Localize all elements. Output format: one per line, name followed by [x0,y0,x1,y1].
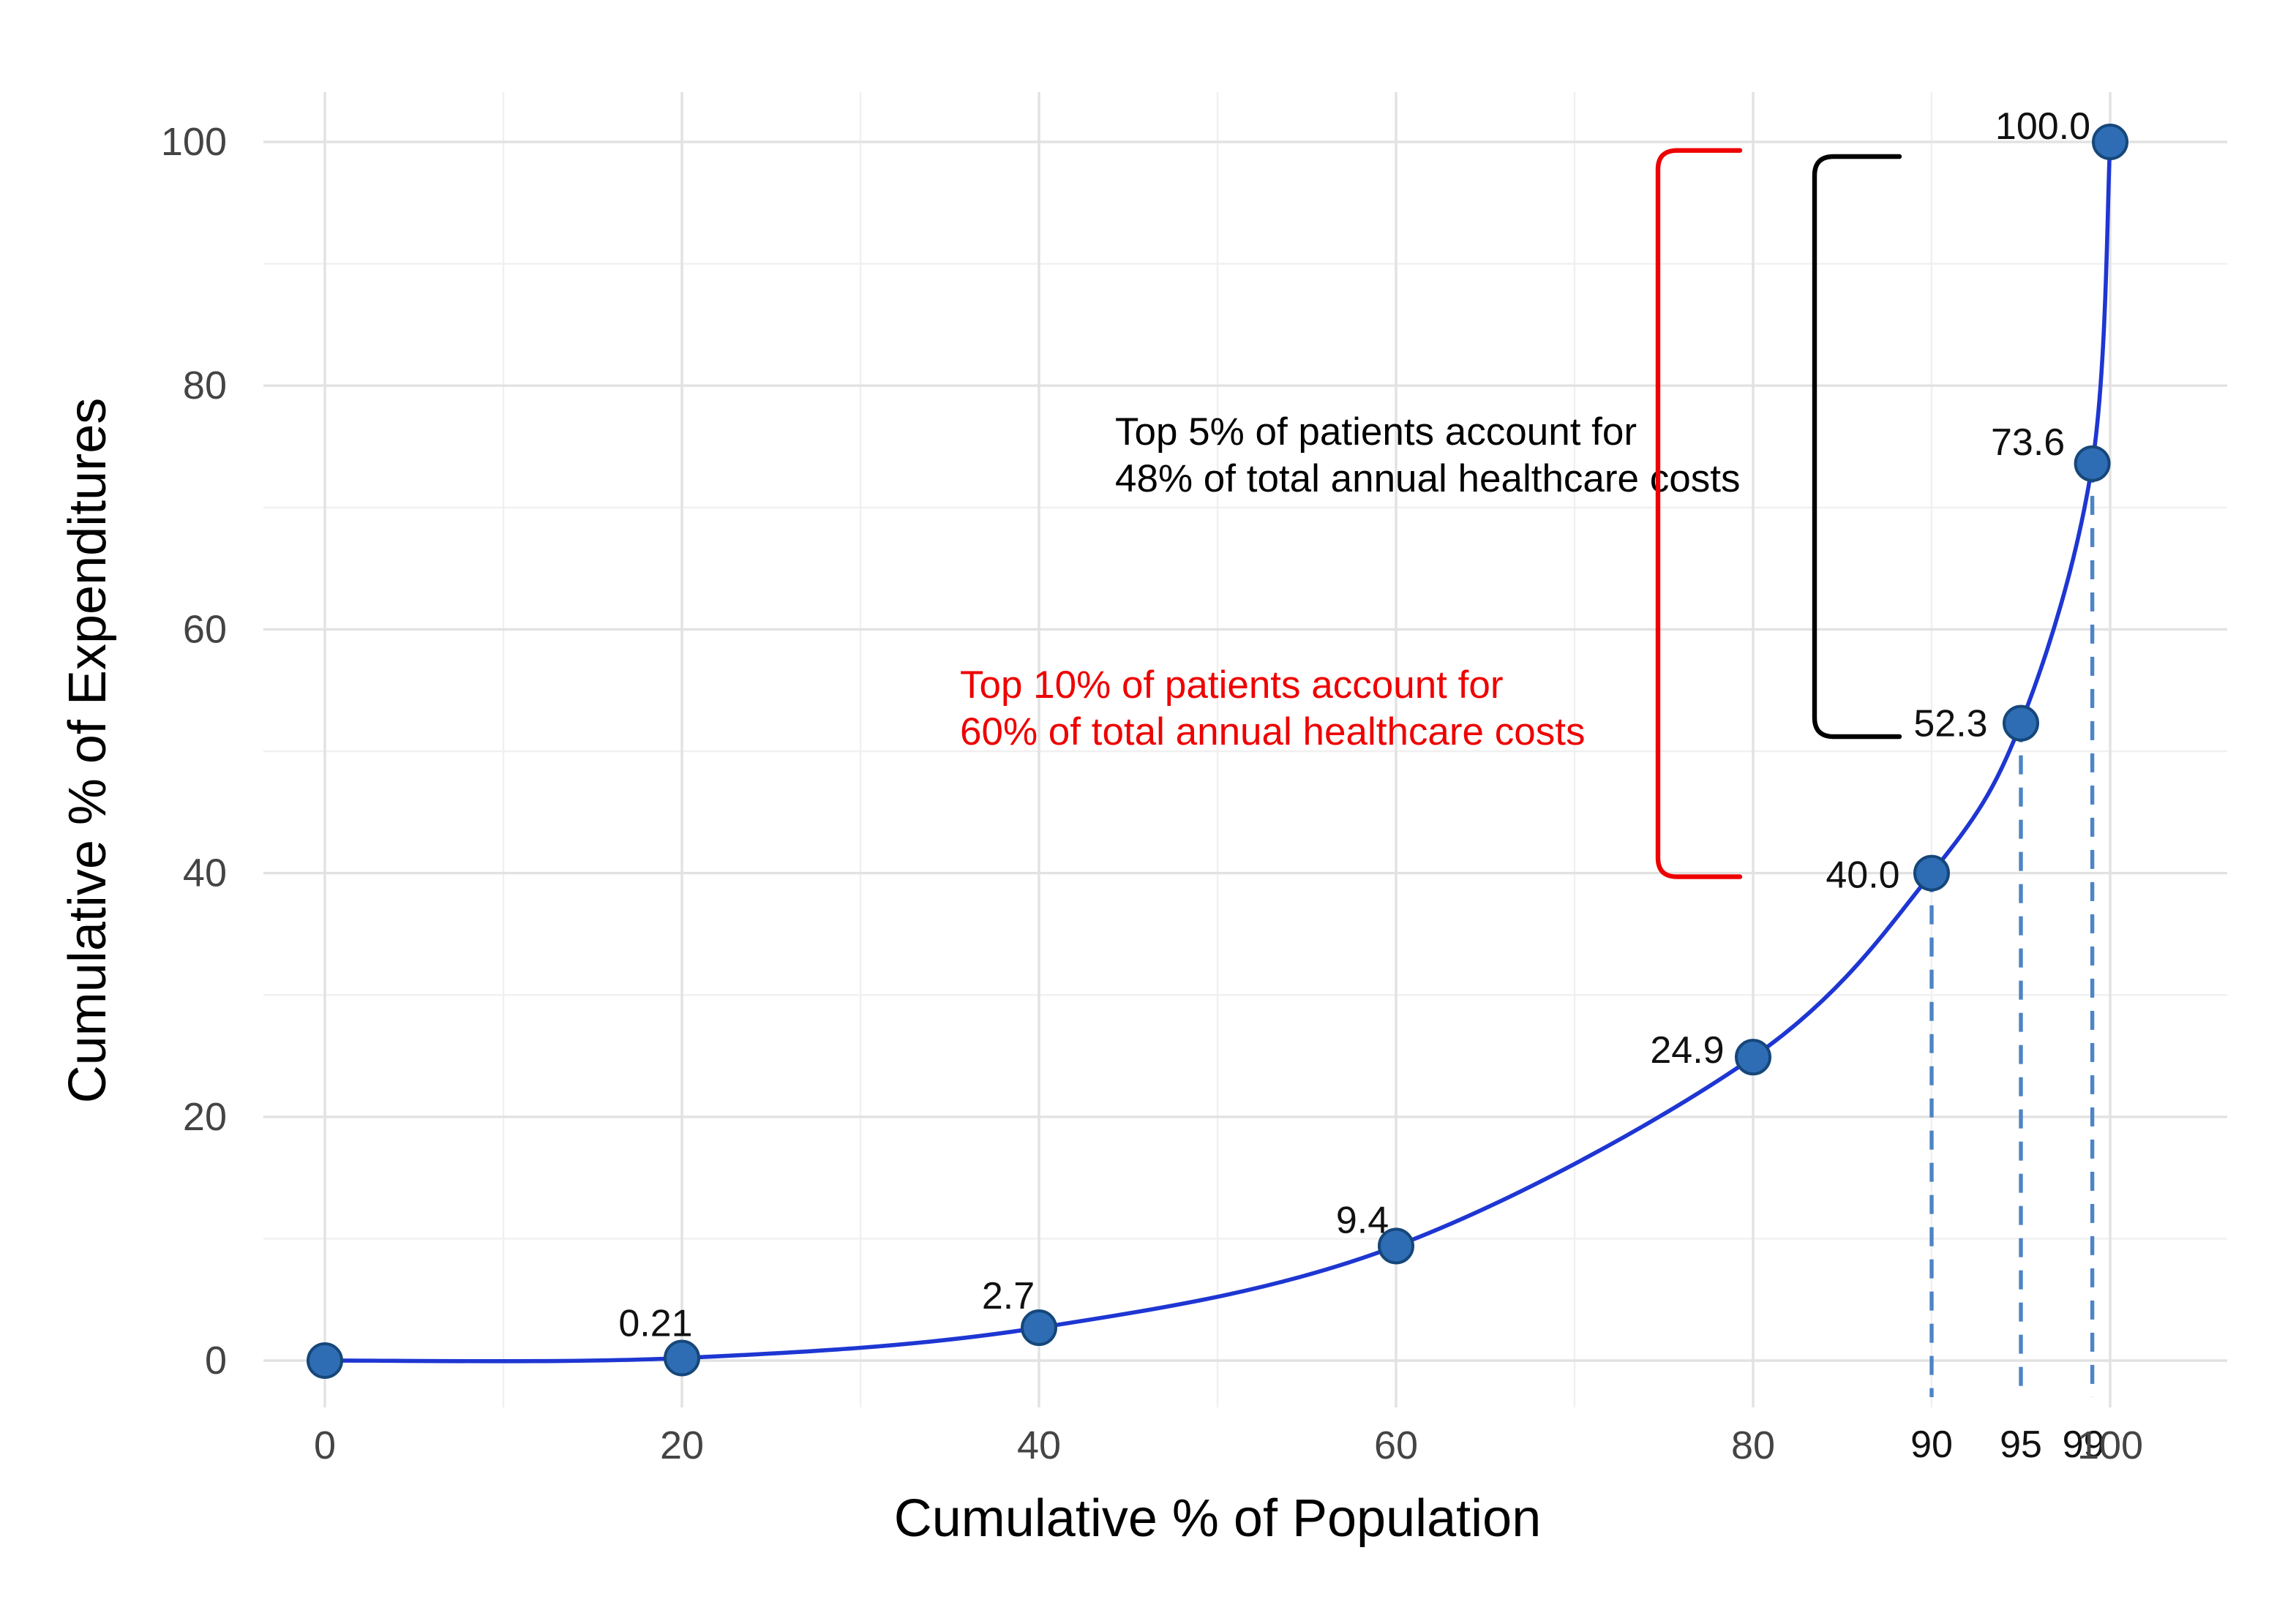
x-tick-label: 0 [314,1423,336,1467]
point-value-label: 73.6 [1991,421,2065,464]
point-value-label: 52.3 [1913,703,1987,745]
gridlines-layer [263,92,2227,1407]
point-value-label: 40.0 [1826,854,1899,897]
guide-tick-label: 99 [2063,1423,2105,1466]
y-axis-title: Cumulative % of Expenditures [59,398,117,1103]
y-tick-label: 20 [183,1095,227,1139]
point-value-label: 0.21 [618,1303,692,1345]
data-point [2092,124,2128,160]
point-value-label: 24.9 [1650,1029,1724,1072]
annotation-bracket-top5 [1812,154,1902,740]
guide-tick-label: 95 [2000,1423,2042,1466]
x-tick-label: 60 [1374,1423,1418,1467]
x-tick-label: 100 [2077,1423,2143,1467]
x-axis-title: Cumulative % of Population [894,1489,1542,1548]
point-value-label: 100.0 [1995,105,2090,148]
x-tick-label: 40 [1017,1423,1061,1467]
data-point [1735,1039,1771,1076]
point-labels-layer: 0.21 2.7 9.4 24.9 40.0 52.3 73.6 100.0 [618,105,2090,1345]
y-tick-label: 60 [183,607,227,651]
axes-layer: Cumulative % of Population Cumulative % … [59,120,2143,1548]
data-points-layer [307,124,2128,1379]
data-point [1913,854,1950,892]
annotation-bracket-top10 [1655,148,1743,879]
x-tick-label: 80 [1731,1423,1775,1467]
lorenz-curve-layer [324,141,2112,1364]
data-point [2074,445,2111,482]
y-tick-label: 80 [183,364,227,407]
data-point [1021,1309,1057,1347]
data-point [2003,704,2039,742]
data-point [1378,1227,1414,1265]
annotation-text-top10: Top 10% of patients account for [960,663,1503,707]
dashed-guides-layer: 90 95 99 [1910,463,2105,1466]
annotation-text-top10: 60% of total annual healthcare costs [960,710,1585,753]
y-tick-label: 100 [161,120,227,164]
point-value-label: 2.7 [982,1275,1035,1317]
annotation-text-top5: 48% of total annual healthcare costs [1115,457,1740,500]
y-tick-label: 40 [183,851,227,895]
y-tick-label: 0 [205,1339,227,1383]
guide-tick-label: 90 [1910,1423,1953,1466]
data-point [307,1342,343,1379]
x-tick-label: 20 [660,1423,704,1467]
data-point [664,1339,700,1377]
lorenz-curve-path [324,141,2112,1364]
annotation-text-top5: Top 5% of patients account for [1115,410,1637,454]
point-value-label: 9.4 [1336,1199,1389,1241]
